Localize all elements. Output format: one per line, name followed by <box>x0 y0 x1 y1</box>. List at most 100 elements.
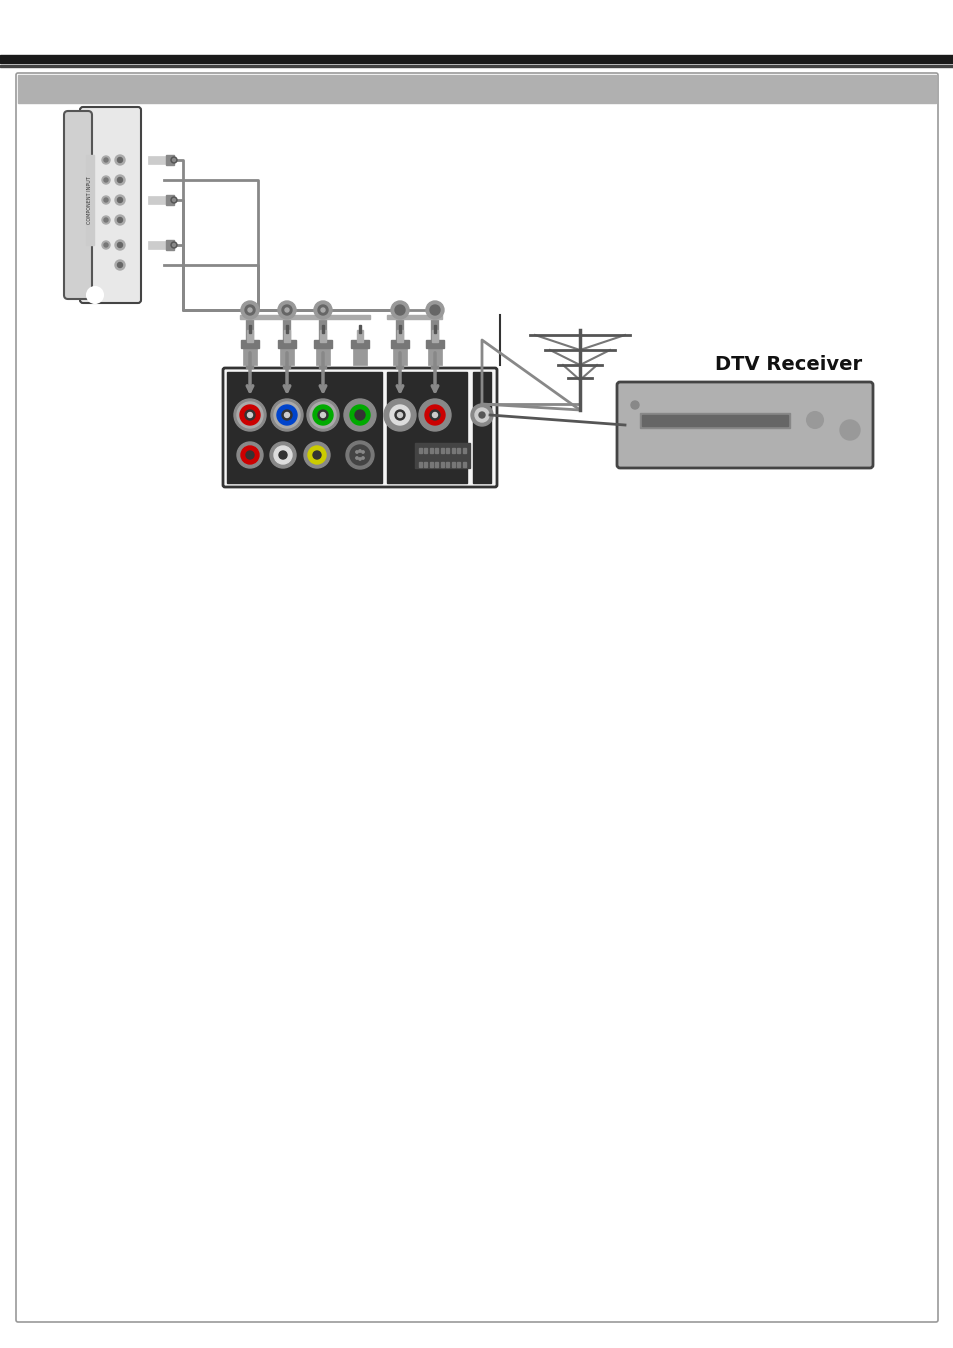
Circle shape <box>307 399 338 431</box>
Bar <box>391 340 409 348</box>
Bar <box>351 340 369 348</box>
Bar <box>247 330 253 342</box>
Bar <box>148 156 170 164</box>
Bar <box>435 448 438 453</box>
Bar <box>473 372 491 483</box>
Circle shape <box>395 410 405 421</box>
Circle shape <box>310 402 335 429</box>
Circle shape <box>369 337 385 353</box>
Circle shape <box>104 158 108 162</box>
Circle shape <box>284 412 289 418</box>
Circle shape <box>87 363 103 377</box>
Circle shape <box>117 263 122 267</box>
Bar <box>280 345 294 365</box>
Bar <box>322 325 324 333</box>
Circle shape <box>245 305 254 315</box>
Bar <box>432 330 437 342</box>
Bar <box>434 325 436 333</box>
Bar <box>387 372 467 483</box>
Text: COMPONENT INPUT: COMPONENT INPUT <box>88 177 92 224</box>
Bar <box>353 345 367 365</box>
Circle shape <box>409 337 424 353</box>
Circle shape <box>344 399 375 431</box>
Circle shape <box>376 337 393 353</box>
Bar <box>435 462 438 466</box>
Circle shape <box>115 240 125 249</box>
Circle shape <box>115 175 125 185</box>
Bar <box>319 330 326 342</box>
Circle shape <box>471 404 493 426</box>
Bar <box>86 155 94 245</box>
Circle shape <box>172 244 175 247</box>
Circle shape <box>317 410 328 421</box>
Circle shape <box>246 452 253 460</box>
Circle shape <box>355 410 365 421</box>
Bar <box>462 448 465 453</box>
Bar <box>243 345 256 365</box>
Circle shape <box>358 450 361 452</box>
Circle shape <box>397 412 402 418</box>
Circle shape <box>117 198 122 202</box>
Bar <box>446 462 449 466</box>
Circle shape <box>172 159 175 162</box>
Circle shape <box>274 402 299 429</box>
Circle shape <box>314 301 332 319</box>
Bar <box>446 448 449 453</box>
Circle shape <box>245 410 254 421</box>
Circle shape <box>432 412 437 418</box>
Circle shape <box>172 198 175 201</box>
Circle shape <box>115 195 125 205</box>
FancyBboxPatch shape <box>16 73 937 1322</box>
Bar <box>166 240 173 249</box>
Circle shape <box>240 404 260 425</box>
Circle shape <box>308 446 326 464</box>
Circle shape <box>475 408 489 422</box>
Bar <box>457 448 460 453</box>
Bar <box>18 75 935 102</box>
Bar <box>277 340 295 348</box>
Bar <box>358 325 360 333</box>
FancyBboxPatch shape <box>64 111 91 299</box>
Circle shape <box>350 445 370 465</box>
Bar <box>440 448 443 453</box>
Circle shape <box>271 399 303 431</box>
Circle shape <box>87 287 103 303</box>
Circle shape <box>630 400 639 408</box>
Circle shape <box>104 198 108 202</box>
Bar <box>249 325 251 333</box>
Bar <box>148 241 170 249</box>
Bar <box>424 448 427 453</box>
Circle shape <box>104 243 108 247</box>
Circle shape <box>313 452 320 460</box>
Circle shape <box>102 195 110 204</box>
Circle shape <box>358 458 361 460</box>
Circle shape <box>806 412 822 429</box>
Bar <box>393 345 407 365</box>
Circle shape <box>171 197 177 204</box>
Circle shape <box>296 337 313 353</box>
Circle shape <box>320 412 325 418</box>
Circle shape <box>241 446 258 464</box>
Circle shape <box>87 337 103 353</box>
Bar <box>428 345 441 365</box>
Circle shape <box>430 410 439 421</box>
Circle shape <box>102 216 110 224</box>
Bar <box>286 325 288 333</box>
Circle shape <box>270 442 295 468</box>
Bar <box>166 155 173 164</box>
Bar <box>166 195 173 205</box>
Circle shape <box>430 305 439 315</box>
Circle shape <box>236 402 263 429</box>
Circle shape <box>355 457 357 460</box>
Bar <box>415 443 470 468</box>
Circle shape <box>102 177 110 183</box>
Circle shape <box>117 217 122 222</box>
Bar <box>430 462 433 466</box>
Circle shape <box>350 404 370 425</box>
Bar <box>356 330 363 342</box>
Bar <box>639 412 789 429</box>
Bar <box>398 325 400 333</box>
Circle shape <box>478 412 484 418</box>
Bar <box>418 448 421 453</box>
Bar <box>0 55 953 63</box>
